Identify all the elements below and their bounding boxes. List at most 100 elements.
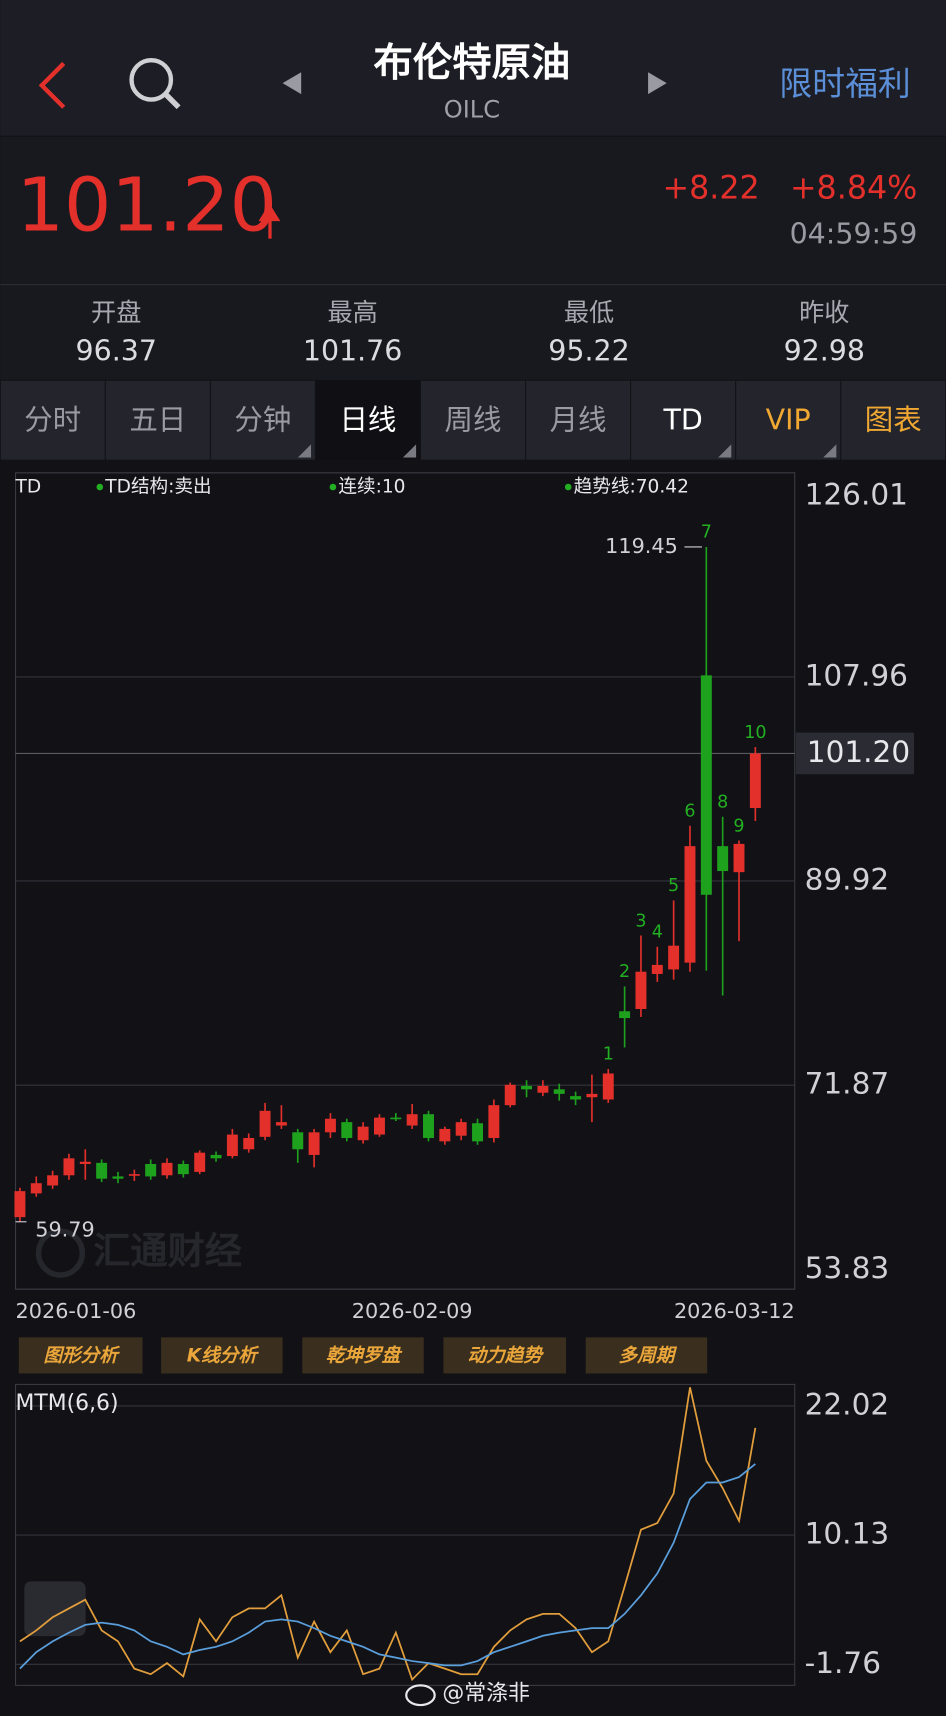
candle-body: [112, 1176, 124, 1179]
max-label: 119.45: [605, 534, 678, 558]
tab[interactable]: 分钟: [234, 403, 291, 436]
tool-button[interactable]: [443, 1337, 567, 1374]
tab-corner: [402, 444, 417, 458]
tab[interactable]: 周线: [445, 403, 502, 436]
stat-value: 101.76: [303, 334, 403, 367]
td-count: 7: [701, 523, 712, 543]
tool-label[interactable]: 动力趋势: [468, 1345, 545, 1366]
tab[interactable]: 五日: [129, 403, 186, 436]
last-price-tag: [795, 732, 915, 775]
td-count: 1: [603, 1045, 614, 1065]
tab[interactable]: VIP: [766, 403, 811, 436]
indicator-label: TD: [15, 477, 42, 498]
top-bar: [0, 0, 946, 136]
next-button[interactable]: [648, 72, 667, 95]
tool-label[interactable]: 图形分析: [43, 1345, 120, 1366]
td-count: 10: [744, 723, 766, 743]
y-tick-label: 126.01: [805, 477, 908, 511]
candle-body: [684, 846, 696, 963]
candle-body: [161, 1162, 173, 1176]
tab-background[interactable]: [631, 380, 736, 460]
td-count: 9: [733, 816, 744, 836]
tool-label[interactable]: 乾坤罗盘: [326, 1344, 403, 1366]
td-count: 5: [668, 876, 679, 896]
legend-dot: [329, 483, 337, 491]
candle-body: [243, 1137, 255, 1150]
last-price: 101.20: [17, 162, 277, 249]
tool-button[interactable]: [585, 1337, 708, 1374]
tab-background[interactable]: [0, 380, 105, 460]
candle-body: [553, 1089, 565, 1094]
candle-body: [341, 1122, 353, 1138]
candle-body: [472, 1123, 483, 1142]
td-count: 3: [635, 911, 646, 931]
tab-background[interactable]: [105, 380, 210, 460]
candle-body: [733, 843, 745, 873]
candle-body: [226, 1134, 238, 1157]
candle-body: [439, 1128, 451, 1142]
promo-link[interactable]: 限时福利: [779, 65, 910, 103]
candle-body: [619, 1011, 631, 1019]
td-count: 8: [717, 793, 728, 813]
symbol-code: OILC: [444, 96, 500, 124]
floating-button[interactable]: [24, 1581, 86, 1637]
stat-value: 96.37: [76, 334, 157, 367]
candle-body: [668, 945, 680, 970]
tool-button[interactable]: [161, 1337, 283, 1374]
stat-label: 最低: [564, 298, 614, 327]
x-tick-label: 2026-01-06: [16, 1299, 137, 1323]
candle-body: [602, 1073, 614, 1100]
legend-dot: [96, 483, 104, 491]
stat-value: 92.98: [784, 334, 865, 367]
candle-body: [423, 1114, 434, 1138]
mtm-line: [19, 1463, 756, 1670]
tab[interactable]: 日线: [339, 403, 396, 436]
title: 布伦特原油: [373, 40, 570, 86]
tab-background[interactable]: [736, 380, 841, 460]
candle-body: [373, 1117, 385, 1135]
candle-body: [537, 1085, 549, 1093]
candle-body: [357, 1126, 369, 1141]
mtm-line: [19, 1387, 757, 1682]
back-button[interactable]: [38, 61, 66, 109]
author-watermark: @常涤非: [442, 1681, 530, 1706]
candle-body: [717, 846, 729, 872]
tab[interactable]: 月线: [550, 403, 607, 436]
x-tick-label: 2026-03-12: [674, 1299, 795, 1323]
tool-label[interactable]: K线分析: [187, 1344, 260, 1366]
stat-label: 开盘: [91, 298, 141, 327]
tool-label[interactable]: 多周期: [619, 1344, 678, 1366]
td-count: 4: [652, 923, 663, 943]
search-button[interactable]: [129, 58, 181, 110]
y-tick-label: 89.92: [805, 862, 890, 896]
tool-button[interactable]: [18, 1337, 143, 1374]
legend-dot: [564, 483, 572, 491]
prev-button[interactable]: [282, 72, 302, 95]
indicator-value: TD结构:卖出: [104, 477, 211, 498]
candle-body: [651, 964, 663, 974]
tab[interactable]: 分时: [24, 403, 81, 436]
tab-background[interactable]: [421, 380, 525, 460]
candle-body: [194, 1152, 206, 1172]
stat-label: 昨收: [799, 298, 849, 327]
candle-body: [275, 1122, 287, 1126]
y-tick-label: 107.96: [805, 658, 908, 692]
tab-background[interactable]: [841, 380, 946, 460]
tab-background[interactable]: [315, 380, 420, 460]
tab-background[interactable]: [526, 380, 631, 460]
tab[interactable]: 图表: [865, 403, 922, 436]
tab-background[interactable]: [210, 380, 315, 460]
watermark: 汇通财经: [93, 1229, 242, 1273]
tab[interactable]: TD: [662, 403, 702, 436]
candle-body: [570, 1096, 582, 1100]
candle-body: [30, 1183, 42, 1194]
td-count: 6: [684, 802, 695, 822]
tool-button[interactable]: [302, 1337, 424, 1374]
watermark-logo: [35, 1228, 86, 1278]
candle-body: [635, 971, 647, 1010]
candle-body: [488, 1105, 500, 1138]
min-label: 59.79: [35, 1218, 95, 1242]
candle-body: [749, 753, 761, 809]
